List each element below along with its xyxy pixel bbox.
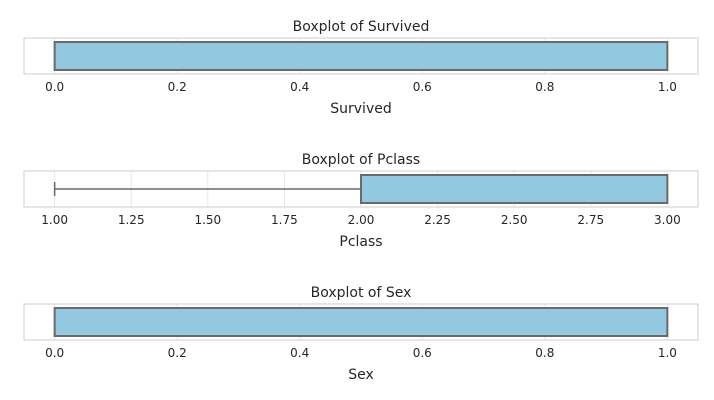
subplot-title: Boxplot of Sex [311,285,412,301]
x-tick-label: 2.00 [348,213,375,227]
x-tick-label: 0.8 [535,80,554,94]
axes-frame [23,303,699,341]
x-tick-label: 0.2 [168,346,187,360]
subplot-title: Boxplot of Pclass [302,152,420,168]
x-tick-label: 2.25 [424,213,451,227]
axes-frame [23,37,699,75]
box-iqr [53,41,669,71]
x-tick-label: 1.00 [41,213,68,227]
x-tick-label: 2.50 [501,213,528,227]
x-tick-label: 2.75 [577,213,604,227]
x-tick-label: 3.00 [654,213,681,227]
x-axis-label: Survived [330,101,391,117]
x-tick-label: 1.0 [658,80,677,94]
box-iqr [53,307,669,337]
x-tick-label: 0.8 [535,346,554,360]
box-iqr [360,174,669,204]
x-tick-label: 1.25 [118,213,145,227]
x-tick-label: 0.2 [168,80,187,94]
subplot-3: Boxplot of Sex 0.0 0.2 0.4 0.6 0.8 1.0 Sex [23,285,699,383]
x-tick-label: 1.50 [194,213,221,227]
subplot-1: Boxplot of Survived 0.0 0.2 0.4 0.6 0.8 1.0 Sur… [23,19,699,117]
x-tick-label: 0.0 [45,80,64,94]
x-tick-label: 1.75 [271,213,298,227]
axes-frame [23,170,699,208]
x-tick-label: 0.6 [413,346,432,360]
x-tick-label: 0.4 [290,346,309,360]
x-axis-label: Pclass [339,234,382,250]
x-tick-label: 0.0 [45,346,64,360]
subplot-2: Boxplot of Pclass 1.00 1.25 1.50 1.75 2.00 2.2… [23,152,699,250]
x-tick-label: 0.6 [413,80,432,94]
x-tick-label: 0.4 [290,80,309,94]
subplot-title: Boxplot of Survived [293,19,430,35]
x-tick-label: 1.0 [658,346,677,360]
x-axis-label: Sex [348,367,374,383]
